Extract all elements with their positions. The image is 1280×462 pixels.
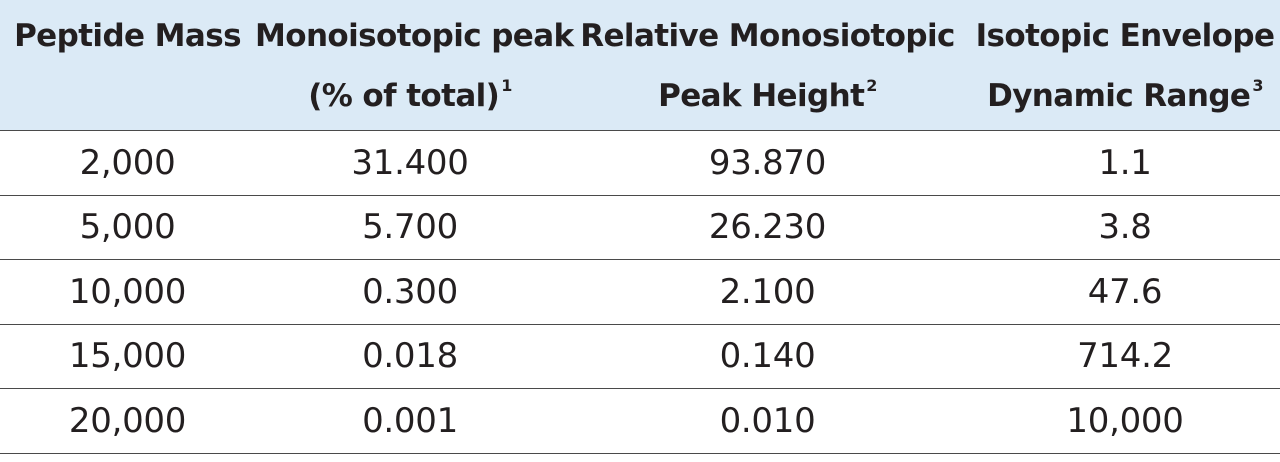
header-monoisotopic-peak: Monoisotopic peak (% of total) 1 bbox=[255, 0, 574, 131]
cell-peptide-mass: 5,000 bbox=[0, 195, 255, 260]
cell-dynamic-range: 714.2 bbox=[970, 324, 1280, 389]
cell-peptide-mass: 20,000 bbox=[0, 388, 255, 454]
header-relative-peak-height: Relative Monosiotopic Peak Height 2 bbox=[565, 0, 970, 131]
header-label: Monoisotopic peak bbox=[255, 18, 574, 54]
header-label: Peptide Mass bbox=[14, 18, 241, 54]
table-row: 20,000 0.001 0.010 10,000 bbox=[0, 388, 1280, 454]
cell-peptide-mass: 15,000 bbox=[0, 324, 255, 389]
header-sublabel-text: Peak Height bbox=[658, 78, 865, 114]
header-sublabel: Peak Height 2 bbox=[565, 66, 970, 126]
cell-monoisotopic-peak: 0.300 bbox=[255, 259, 565, 325]
header-row: Peptide Mass Monoisotopic peak (% of tot… bbox=[0, 0, 1280, 131]
cell-monoisotopic-peak: 0.001 bbox=[255, 388, 565, 454]
table-row: 10,000 0.300 2.100 47.6 bbox=[0, 259, 1280, 325]
cell-dynamic-range: 3.8 bbox=[970, 195, 1280, 260]
cell-monoisotopic-peak: 31.400 bbox=[255, 130, 565, 196]
cell-relative-peak-height: 2.100 bbox=[565, 259, 970, 325]
table-header: Peptide Mass Monoisotopic peak (% of tot… bbox=[0, 0, 1280, 131]
table-row: 2,000 31.400 93.870 1.1 bbox=[0, 130, 1280, 196]
header-sublabel-text: Dynamic Range bbox=[987, 78, 1251, 114]
cell-monoisotopic-peak: 5.700 bbox=[255, 195, 565, 260]
header-dynamic-range: Isotopic Envelope Dynamic Range 3 bbox=[970, 0, 1280, 131]
footnote-marker: 2 bbox=[866, 76, 877, 95]
cell-relative-peak-height: 0.140 bbox=[565, 324, 970, 389]
table-body: 2,000 31.400 93.870 1.1 5,000 5.700 26.2… bbox=[0, 130, 1280, 454]
header-sublabel: (% of total) 1 bbox=[255, 66, 565, 126]
cell-dynamic-range: 1.1 bbox=[970, 130, 1280, 196]
header-sublabel: Dynamic Range 3 bbox=[970, 66, 1280, 126]
cell-relative-peak-height: 26.230 bbox=[565, 195, 970, 260]
cell-monoisotopic-peak: 0.018 bbox=[255, 324, 565, 389]
cell-dynamic-range: 10,000 bbox=[970, 388, 1280, 454]
table-row: 5,000 5.700 26.230 3.8 bbox=[0, 195, 1280, 260]
cell-peptide-mass: 10,000 bbox=[0, 259, 255, 325]
header-sublabel-text: (% of total) bbox=[308, 78, 500, 114]
cell-relative-peak-height: 0.010 bbox=[565, 388, 970, 454]
footnote-marker: 1 bbox=[501, 76, 512, 95]
header-label: Isotopic Envelope bbox=[975, 18, 1275, 54]
header-label: Relative Monosiotopic bbox=[580, 18, 955, 54]
cell-relative-peak-height: 93.870 bbox=[565, 130, 970, 196]
cell-dynamic-range: 47.6 bbox=[970, 259, 1280, 325]
footnote-marker: 3 bbox=[1252, 76, 1263, 95]
cell-peptide-mass: 2,000 bbox=[0, 130, 255, 196]
table-row: 15,000 0.018 0.140 714.2 bbox=[0, 324, 1280, 389]
header-peptide-mass: Peptide Mass bbox=[0, 0, 255, 131]
